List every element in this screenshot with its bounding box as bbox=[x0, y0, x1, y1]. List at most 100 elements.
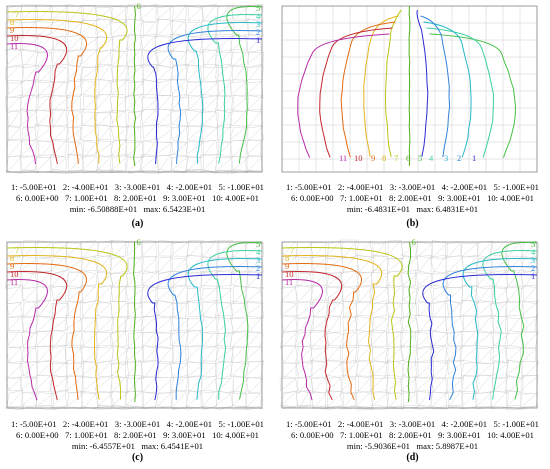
contours-b bbox=[297, 5, 516, 167]
contour-label-4-d: 4 bbox=[531, 247, 536, 257]
contour-5-b bbox=[429, 33, 516, 158]
contour-2-b bbox=[420, 15, 451, 158]
contour-11-b bbox=[297, 33, 390, 158]
contour-2-a bbox=[167, 30, 263, 164]
contour-3-a bbox=[187, 22, 263, 164]
contour-label-11-a: 11 bbox=[10, 41, 18, 51]
legend-row2-d: 6: 0.00E+00 7: 1.00E+01 8: 2.00E+01 9: 3… bbox=[291, 430, 534, 440]
contour-6-a bbox=[133, 5, 137, 167]
contour-label-4-c: 4 bbox=[256, 247, 261, 257]
minmax-c: min: -6.4557E+01 max: 6.4541E+01 bbox=[71, 441, 204, 451]
contour-label-8-d: 8 bbox=[285, 253, 289, 263]
contour-1-a bbox=[147, 38, 263, 165]
legend-row2-c: 6: 0.00E+00 7: 1.00E+01 8: 2.00E+01 9: 3… bbox=[16, 430, 259, 440]
contour-11-a bbox=[6, 43, 48, 165]
contour-6-d bbox=[407, 241, 412, 403]
minmax-a: min: -6.50888E+01 max: 6.5423E+01 bbox=[69, 204, 206, 214]
contours-c bbox=[6, 241, 263, 403]
contour-label-3-a: 3 bbox=[256, 19, 260, 29]
caption-b: (b) bbox=[406, 218, 419, 229]
contour-label-1-b: 1 bbox=[472, 153, 476, 163]
contour-label-9-a: 9 bbox=[10, 25, 14, 35]
contour-label-3-c: 3 bbox=[256, 255, 260, 265]
contour-label-8-a: 8 bbox=[10, 17, 14, 27]
contour-label-9-b: 9 bbox=[371, 153, 375, 163]
minmax-d: min: -5.9036E+01 max: 5.8987E+01 bbox=[346, 441, 479, 451]
contour-9-a bbox=[6, 27, 87, 164]
contour-label-4-a: 4 bbox=[256, 11, 261, 21]
contour-label-2-d: 2 bbox=[531, 263, 535, 273]
contour-label-1-a: 1 bbox=[256, 35, 260, 45]
contour-10-b bbox=[319, 27, 393, 158]
contour-3-d bbox=[462, 258, 538, 400]
contour-label-1-c: 1 bbox=[256, 271, 260, 281]
contour-10-a bbox=[6, 35, 68, 165]
minmax-b: min: -6.4831E+01 max: 6.4831E+01 bbox=[346, 204, 479, 214]
contour-1-b bbox=[416, 9, 429, 157]
contour-label-9-d: 9 bbox=[285, 261, 289, 271]
contour-1-c bbox=[147, 274, 263, 401]
contour-label-9-c: 9 bbox=[10, 261, 14, 271]
contour-label-7-a: 7 bbox=[15, 9, 19, 19]
contour-label-2-b: 2 bbox=[457, 153, 461, 163]
mesh-d bbox=[279, 239, 540, 411]
panel-a: 7 8 9 10 11 5 4 3 2 1 6 1: -5.00E+01 2: -4.00E+01 … bbox=[0, 0, 275, 233]
contour-9-d bbox=[281, 263, 362, 401]
legend-row2-a: 6: 0.00E+00 7: 1.00E+01 8: 2.00E+01 9: 3… bbox=[16, 193, 259, 203]
contour-label-5-b: 5 bbox=[418, 153, 422, 163]
contour-4-a bbox=[207, 14, 263, 164]
contour-3-b bbox=[423, 21, 472, 158]
contour-8-b bbox=[363, 15, 399, 158]
contour-label-7-b: 7 bbox=[394, 153, 398, 163]
contour-5-a bbox=[226, 6, 263, 164]
contour-plot-b: 11 10 9 8 7 6 5 4 3 2 1 bbox=[281, 5, 538, 173]
contour-8-a bbox=[6, 19, 108, 164]
legend-row1-c: 1: -5.00E+01 2: -4.00E+01 3: -3.00E+01 4… bbox=[11, 419, 264, 429]
contour-10-d bbox=[281, 271, 343, 401]
caption-a: (a) bbox=[131, 218, 144, 229]
contour-4-d bbox=[482, 250, 538, 400]
contour-5-c bbox=[226, 242, 263, 400]
contour-label-10-c: 10 bbox=[10, 269, 19, 279]
contour-label-10-a: 10 bbox=[10, 33, 19, 43]
contour-9-c bbox=[6, 263, 87, 400]
contour-label-6-b: 6 bbox=[406, 153, 410, 163]
contour-9-b bbox=[340, 21, 396, 158]
panel-b: 11 10 9 8 7 6 5 4 3 2 1 1: -5.00E+01 2: -4.00E+01 … bbox=[275, 0, 550, 233]
legend-row1-d: 1: -5.00E+01 2: -4.00E+01 3: -3.00E+01 4… bbox=[286, 419, 539, 429]
contour-label-6-d: 6 bbox=[412, 237, 416, 247]
contour-8-c bbox=[6, 255, 108, 400]
contour-label-11-c: 11 bbox=[10, 277, 18, 287]
contour-label-2-c: 2 bbox=[256, 263, 260, 273]
contours-d bbox=[281, 241, 538, 403]
contour-7-a bbox=[6, 11, 128, 164]
caption-d: (d) bbox=[406, 452, 419, 463]
contour-7-b bbox=[385, 9, 402, 157]
contour-label-11-b: 11 bbox=[339, 153, 347, 163]
caption-c: (c) bbox=[131, 452, 144, 463]
contour-1-d bbox=[422, 274, 538, 401]
contour-10-c bbox=[6, 271, 68, 401]
contour-label-5-c: 5 bbox=[256, 239, 260, 249]
contour-11-c bbox=[6, 279, 48, 401]
legend-row2-b: 6: 0.00E+00 7: 1.00E+01 8: 2.00E+01 9: 3… bbox=[291, 193, 534, 203]
contour-label-2-a: 2 bbox=[256, 27, 260, 37]
contour-label-10-d: 10 bbox=[285, 269, 294, 279]
contour-7-c bbox=[6, 247, 128, 400]
panel-c: 7 8 9 10 11 5 4 3 2 1 6 1: -5.00E+01 2: -4.00E+01 … bbox=[0, 236, 275, 469]
contour-7-d bbox=[281, 247, 403, 400]
contour-label-3-b: 3 bbox=[444, 153, 448, 163]
contour-label-3-d: 3 bbox=[531, 255, 535, 265]
contour-4-c bbox=[207, 250, 263, 400]
contour-label-6-c: 6 bbox=[137, 237, 141, 247]
contours-a bbox=[6, 5, 263, 167]
contour-3-c bbox=[187, 258, 263, 400]
contour-label-7-d: 7 bbox=[290, 245, 294, 255]
contour-5-d bbox=[501, 242, 538, 400]
contour-label-5-a: 5 bbox=[256, 3, 260, 13]
contour-6-c bbox=[133, 241, 136, 403]
contour-8-d bbox=[281, 255, 383, 400]
